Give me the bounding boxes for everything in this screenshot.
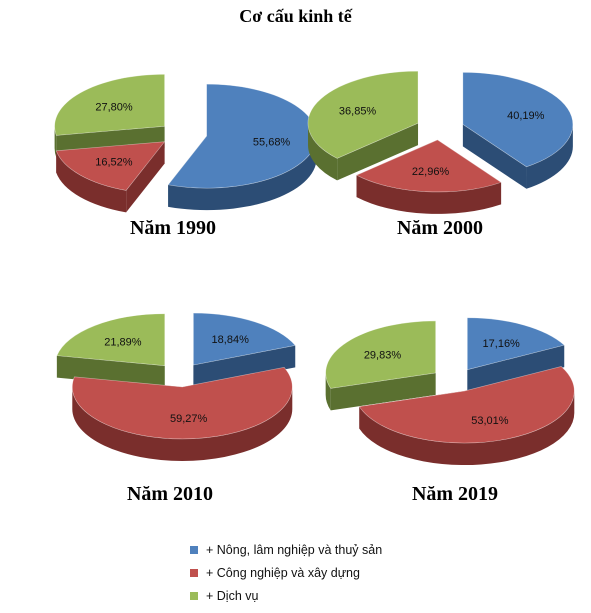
slice-agriculture — [193, 312, 296, 366]
slice-rim-services — [325, 372, 331, 411]
slice-rim-industry — [359, 391, 575, 466]
slice-industry — [72, 366, 293, 440]
legend-item-industry: + Công nghiệp và xây dựng — [190, 561, 382, 584]
legend-item-agriculture: + Nông, lâm nghiệp và thuỷ sản — [190, 538, 382, 561]
slice-agriculture — [462, 72, 574, 168]
slice-agriculture-side — [467, 345, 565, 392]
pie-2: 40,19% 22,96% 36,85% Năm 2000 — [307, 70, 574, 239]
pie-1: 55,68% 16,52% 27,80% Năm 1990 — [54, 73, 317, 239]
slice-rim-industry — [56, 150, 127, 213]
chart-title: Cơ cấu kinh tế — [239, 6, 352, 26]
pie-caption: Năm 2019 — [412, 483, 498, 505]
slice-rim-agriculture — [168, 136, 317, 211]
data-label-agriculture: 40,19% — [507, 110, 545, 122]
slice-agriculture — [467, 317, 565, 371]
data-label-industry: 53,01% — [471, 415, 509, 427]
data-label-agriculture: 55,68% — [253, 137, 291, 149]
slice-services-side — [325, 372, 436, 411]
pie-caption: Năm 2000 — [397, 217, 483, 239]
slice-cut-face-agriculture-1 — [467, 345, 565, 392]
pie-caption: Năm 2010 — [127, 483, 213, 505]
legend-label-services: + Dịch vụ — [206, 588, 259, 603]
slice-services-side — [308, 123, 419, 181]
slice-cut-face-agriculture-1 — [462, 124, 527, 189]
legend-label-agriculture: + Nông, lâm nghiệp và thuỷ sản — [206, 542, 383, 557]
slice-industry — [55, 141, 166, 191]
data-label-services: 27,80% — [95, 101, 133, 113]
data-label-agriculture: 17,16% — [483, 338, 521, 350]
slice-rim-services — [308, 123, 338, 181]
slice-services — [307, 70, 419, 159]
slice-cut-face-agriculture-1 — [193, 345, 296, 388]
pie-caption: Năm 1990 — [130, 217, 216, 239]
slice-services — [54, 73, 165, 136]
legend-item-services: + Dịch vụ — [190, 584, 382, 607]
data-label-agriculture: 18,84% — [212, 334, 250, 346]
data-label-services: 29,83% — [364, 349, 402, 361]
slice-services — [56, 313, 166, 367]
pie-4: 17,16% 53,01% 29,83% Năm 2019 — [325, 317, 575, 505]
data-label-services: 36,85% — [339, 106, 377, 118]
legend-swatch-industry — [190, 568, 198, 577]
slice-rim-industry — [72, 386, 293, 461]
data-label-industry: 59,27% — [170, 413, 208, 425]
legend-swatch-services — [190, 591, 198, 600]
slice-agriculture-side — [193, 345, 296, 388]
slice-services — [325, 320, 436, 389]
slice-industry — [358, 366, 575, 444]
slice-industry — [355, 139, 502, 193]
data-label-industry: 16,52% — [95, 157, 133, 169]
slice-rim-services — [54, 126, 57, 158]
data-label-industry: 22,96% — [412, 166, 450, 178]
slice-rim-industry — [356, 175, 502, 214]
pie-3: 18,84% 59,27% 21,89% Năm 2010 — [56, 312, 296, 505]
slice-cut-face-services-0 — [330, 372, 436, 411]
legend-swatch-agriculture — [190, 545, 198, 554]
slice-cut-face-services-0 — [337, 123, 419, 181]
legend: + Nông, lâm nghiệp và thuỷ sản + Công ng… — [190, 538, 382, 607]
data-label-services: 21,89% — [104, 337, 142, 349]
legend-label-industry: + Công nghiệp và xây dựng — [206, 565, 360, 580]
